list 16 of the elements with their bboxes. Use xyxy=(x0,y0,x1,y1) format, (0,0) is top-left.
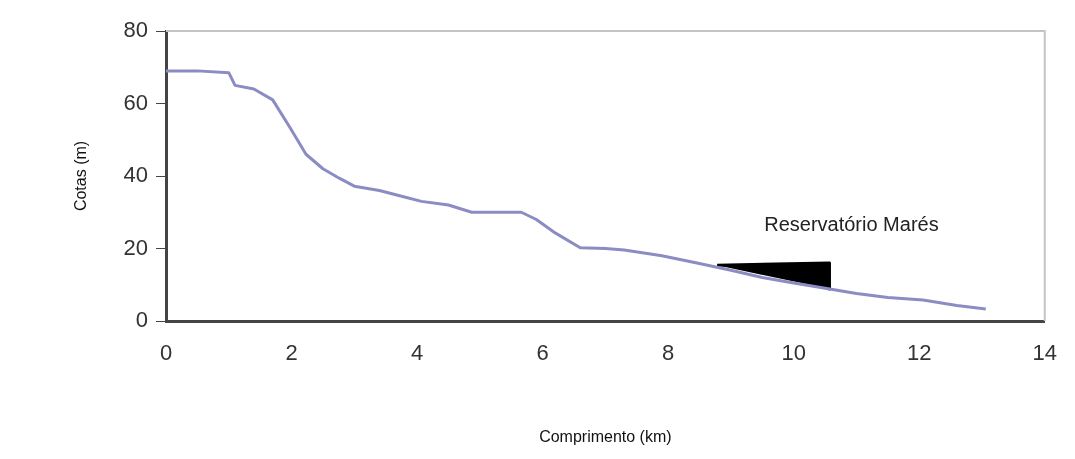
x-tick-label: 2 xyxy=(285,340,298,366)
y-axis-title: Cotas (m) xyxy=(72,140,90,212)
y-tick-label: 0 xyxy=(135,307,148,333)
y-tick-label: 80 xyxy=(123,17,148,43)
x-axis-title: Comprimento (km) xyxy=(539,427,672,445)
annotation: Reservatório Marés xyxy=(764,212,939,235)
y-tick-label: 60 xyxy=(123,89,148,115)
x-tick-label: 14 xyxy=(1032,340,1058,366)
x-tick-label: 12 xyxy=(906,340,932,366)
x-tick-label: 6 xyxy=(536,340,549,366)
x-tick-label: 8 xyxy=(662,340,675,366)
x-tick-label: 10 xyxy=(781,340,806,366)
x-tick-label: 0 xyxy=(159,340,173,366)
x-tick-label: 4 xyxy=(410,340,424,366)
y-tick-label: 20 xyxy=(123,234,148,260)
y-tick-label: 40 xyxy=(123,162,148,188)
